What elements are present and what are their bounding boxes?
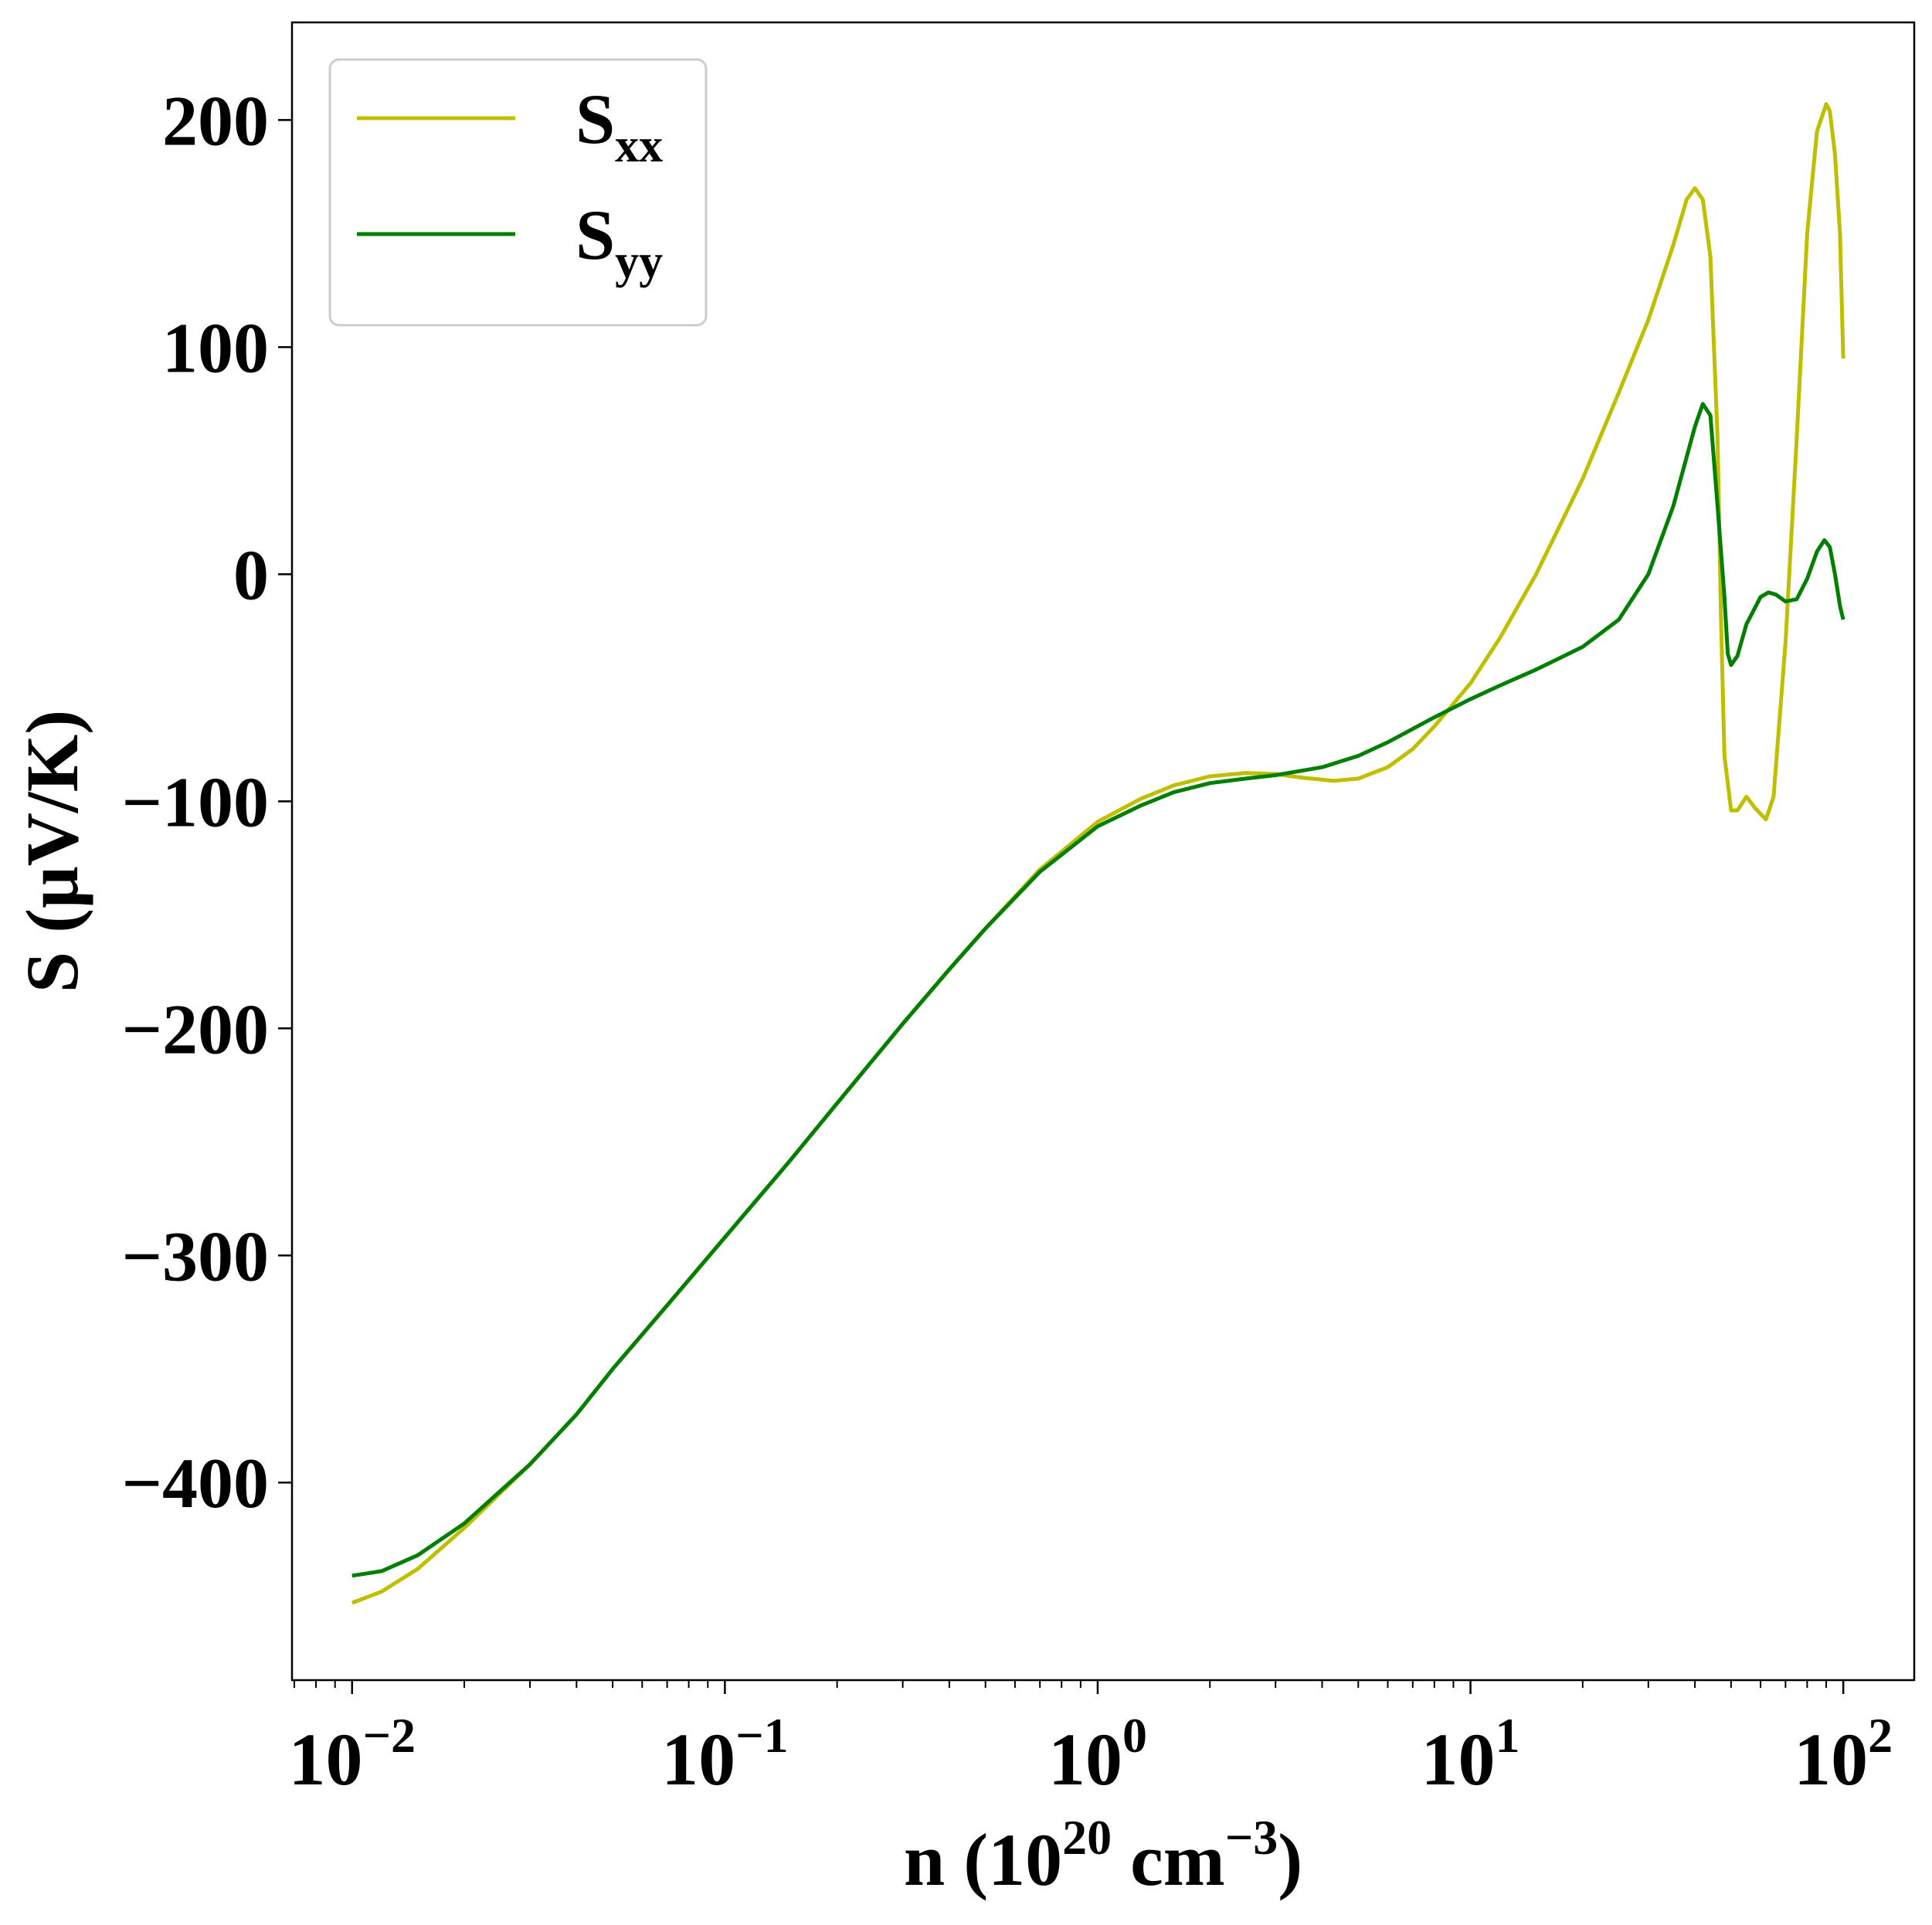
x-tick-label: 10−1 [661,1708,788,1801]
y-tick-label: −100 [122,762,269,841]
x-tick-label: 101 [1421,1708,1520,1801]
x-label-mid: cm [1112,1818,1225,1901]
legend-box [328,58,708,327]
x-label-end: ) [1278,1818,1302,1901]
y-tick-label: 0 [233,535,269,614]
y-tick-label: −300 [122,1217,269,1295]
x-tick-label: 102 [1794,1708,1893,1801]
series-line-yy [351,402,1845,1578]
legend-label-yy: Syy [576,195,663,288]
x-label-sup1: 20 [1062,1810,1112,1865]
x-axis: 10−2 10−1 100 101 102 [289,1680,1893,1801]
y-tick-label: −400 [122,1444,269,1523]
x-tick-label: 100 [1048,1708,1147,1801]
y-tick-label: 200 [162,81,269,160]
x-tick-label: 10−2 [289,1708,416,1801]
legend-label-xx: Sxx [576,80,663,172]
y-tick-label: 100 [162,308,269,387]
x-axis-label: n (1020 cm−3) [904,1810,1302,1901]
y-axis-label: S (μV/K) [11,710,93,993]
plot-frame [290,21,1916,1682]
y-tick-label: −200 [122,990,269,1068]
x-label-main: n (10 [904,1818,1062,1901]
series-layer [351,102,1845,1605]
y-axis: 200 100 0 −100 −200 −300 −400 [122,81,292,1523]
x-label-sup2: −3 [1225,1810,1278,1865]
legend: Sxx Syy [328,58,708,327]
